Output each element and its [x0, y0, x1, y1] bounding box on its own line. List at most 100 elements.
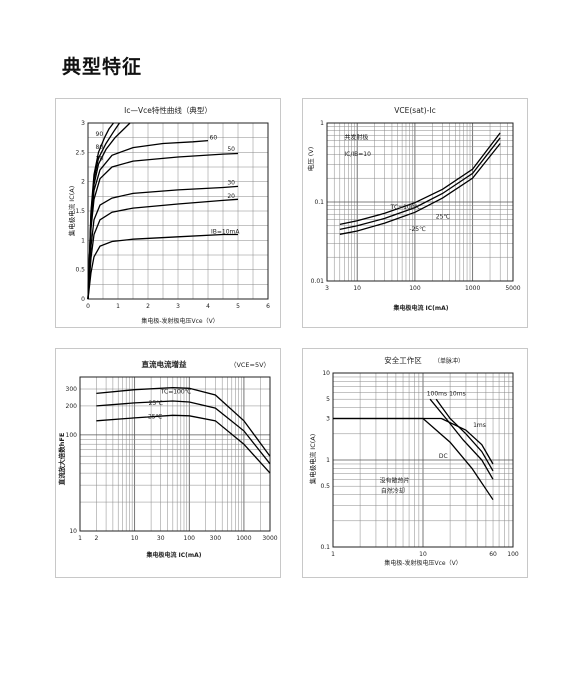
y-tick-label: 1 — [81, 237, 85, 244]
series-label: 90 — [96, 131, 104, 138]
x-tick-label: 300 — [210, 535, 222, 542]
x-tick-label: 100 — [409, 285, 421, 292]
y-tick-label: 0.1 — [320, 544, 330, 551]
chart-title: 直流电流增益 — [142, 359, 187, 369]
series-line — [96, 400, 271, 465]
y-tick-label: 3 — [81, 120, 85, 127]
series-line — [339, 137, 501, 231]
plot-frame — [79, 376, 271, 532]
x-tick-label: 3 — [325, 285, 329, 292]
y-tick-label: 1.5 — [75, 208, 85, 215]
y-axis-label: 集电极电流 IC(A) — [308, 434, 317, 485]
y-tick-label: 100 — [66, 432, 78, 439]
hfe-chart-panel: 直流电流增益 （VCE=5V） 直流放大倍数hFE 集电极电流 IC(mA) 1… — [55, 348, 281, 578]
series-line — [429, 398, 494, 480]
annotation: 25℃ — [149, 400, 164, 407]
soa-chart-panel: 安全工作区 （单脉冲） 集电极电流 IC(A) 集电极-发射极电压Vce（V） … — [302, 348, 528, 578]
y-tick-label: 2 — [81, 179, 85, 186]
y-tick-label: 1 — [326, 457, 330, 464]
series-line — [87, 233, 238, 300]
y-tick-label: 200 — [66, 403, 78, 410]
plot-frame — [87, 122, 269, 300]
plot-frame — [332, 372, 514, 548]
series-label: 30 — [227, 180, 235, 187]
x-tick-label: 30 — [157, 535, 165, 542]
series-line — [87, 185, 239, 300]
series-line — [333, 417, 494, 501]
annotation: 10ms — [449, 391, 466, 398]
annotation: TC=100℃ — [160, 388, 192, 395]
y-tick-label: 10 — [69, 528, 77, 535]
x-tick-label: 1 — [116, 303, 120, 310]
annotation: 没有散热片 — [380, 477, 410, 485]
series-line — [333, 417, 494, 465]
annotation: -25℃ — [146, 414, 163, 421]
series-line — [96, 386, 271, 457]
annotation: -25℃ — [409, 226, 426, 233]
y-tick-label: 300 — [66, 386, 78, 393]
chart-title: 安全工作区 — [384, 355, 422, 365]
y-axis-label: 直流放大倍数hFE — [57, 433, 66, 486]
x-tick-label: 1000 — [236, 535, 251, 542]
x-tick-label: 100 — [184, 535, 196, 542]
y-axis-label: 电压 (V) — [306, 147, 315, 172]
chart-subtitle: （单脉冲） — [434, 357, 464, 365]
series-label: 20 — [227, 193, 235, 200]
vcesat-ic-chart-panel: VCE(sat)-Ic 电压 (V) 集电极电流 IC(mA) 3 10 100 10… — [302, 98, 528, 328]
vcesat-ic-chart: VCE(sat)-Ic 电压 (V) 集电极电流 IC(mA) 3 10 100 10… — [306, 106, 521, 312]
x-tick-label: 2 — [146, 303, 150, 310]
y-axis-label: 集电极电流 IC(A) — [67, 186, 76, 237]
y-tick-label: 3 — [326, 415, 330, 422]
x-tick-label: 3000 — [262, 535, 277, 542]
y-tick-label: 2.5 — [75, 149, 85, 156]
page-title: 典型特征 — [62, 56, 143, 78]
annotation: 1ms — [473, 422, 486, 429]
annotation: 25℃ — [436, 213, 451, 220]
annotation: 共发射极 — [344, 133, 368, 141]
series-line — [435, 398, 494, 472]
annotation: 自然冷却 — [381, 487, 405, 495]
x-tick-label: 10 — [131, 535, 139, 542]
series-line — [96, 414, 271, 474]
y-tick-label: 0.1 — [314, 199, 324, 206]
x-axis-label: 集电极电流 IC(mA) — [392, 304, 448, 312]
x-axis-label: 集电极-发射极电压Vce（V） — [141, 317, 218, 325]
annotation: IC/IB=10 — [344, 151, 371, 158]
series-label: 60 — [210, 134, 218, 141]
x-tick-label: 1 — [331, 551, 335, 558]
series-line — [87, 198, 239, 300]
x-tick-label: 5000 — [505, 285, 520, 292]
annotation: 100ms — [427, 391, 447, 398]
x-tick-label: 4 — [206, 303, 210, 310]
x-tick-label: 3 — [176, 303, 180, 310]
annotation: DC — [439, 453, 448, 460]
x-tick-label: 6 — [266, 303, 270, 310]
x-axis-label: 集电极-发射极电压Vce（V） — [384, 559, 461, 567]
x-axis-label: 集电极电流 IC(mA) — [145, 551, 201, 559]
x-tick-label: 60 — [489, 551, 497, 558]
x-tick-label: 1000 — [465, 285, 480, 292]
x-tick-label: 10 — [353, 285, 361, 292]
series-line — [339, 143, 501, 235]
y-tick-label: 10 — [322, 370, 330, 377]
y-tick-label: 1 — [320, 120, 324, 127]
x-tick-label: 1 — [78, 535, 82, 542]
series-line — [87, 122, 115, 300]
y-tick-label: 0 — [81, 296, 85, 303]
x-tick-label: 10 — [419, 551, 427, 558]
x-tick-label: 100 — [507, 551, 519, 558]
ic-vce-chart: Ic—Vce特性曲线（典型） 集电极电流 IC(A) 集电极-发射极电压Vce（… — [67, 105, 270, 325]
series-line — [339, 132, 501, 226]
ic-vce-chart-panel: Ic—Vce特性曲线（典型） 集电极电流 IC(A) 集电极-发射极电压Vce（… — [55, 98, 281, 328]
series-label: IB=10mA — [211, 228, 240, 235]
series-label: 50 — [227, 146, 235, 153]
series-label: 70 — [96, 156, 104, 163]
soa-chart: 安全工作区 （单脉冲） 集电极电流 IC(A) 集电极-发射极电压Vce（V） … — [308, 355, 519, 567]
x-tick-label: 5 — [236, 303, 240, 310]
chart-title: Ic—Vce特性曲线（典型） — [124, 105, 212, 115]
y-tick-label: 0.5 — [75, 267, 85, 274]
x-tick-label: 2 — [95, 535, 99, 542]
y-tick-label: 5 — [326, 396, 330, 403]
y-tick-label: 0.5 — [320, 483, 330, 490]
hfe-chart: 直流电流增益 （VCE=5V） 直流放大倍数hFE 集电极电流 IC(mA) 1… — [57, 359, 278, 559]
